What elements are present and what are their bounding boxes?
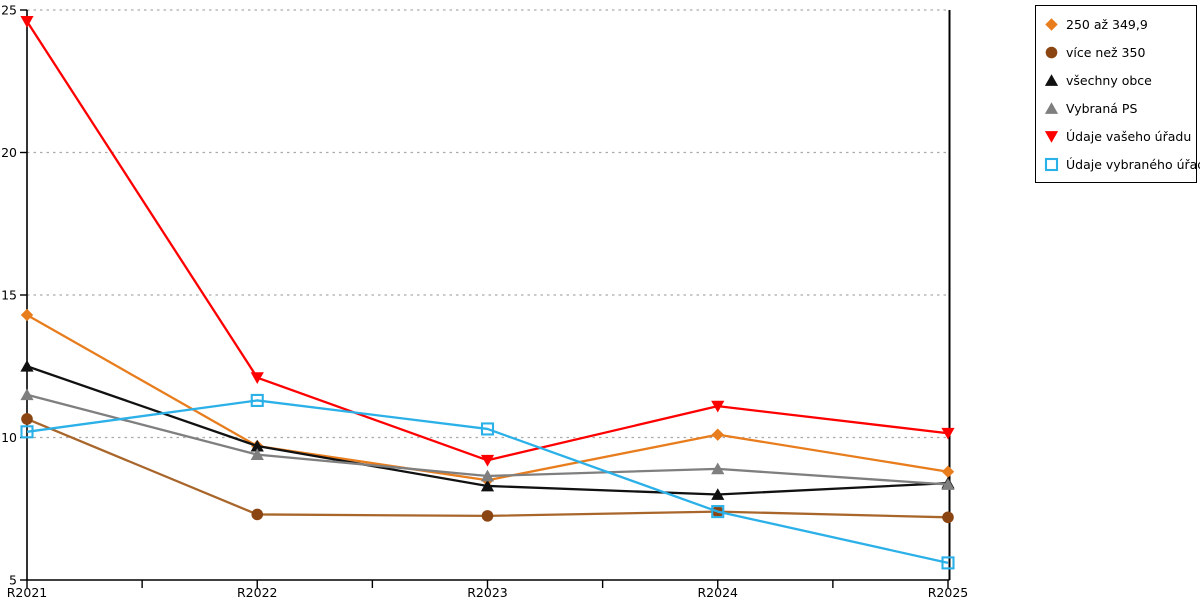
legend-item-udaje-vaseho-uradu: Údaje vašeho úřadu <box>1044 122 1196 150</box>
svg-text:R2022: R2022 <box>237 585 278 600</box>
legend-label: Údaje vybraného úřadu <box>1066 156 1200 172</box>
legend-label: 250 až 349,9 <box>1066 16 1148 32</box>
triangle-up-icon <box>1044 101 1059 116</box>
series--daje-vybran-ho-adu <box>20 393 955 570</box>
series--daje-va-eho-adu <box>20 16 955 467</box>
svg-text:R2025: R2025 <box>928 585 969 600</box>
series-v-echny-obce <box>20 359 955 500</box>
triangle-up-icon <box>1044 73 1059 88</box>
legend-item-vsechny-obce: všechny obce <box>1044 66 1196 94</box>
svg-text:5: 5 <box>9 573 17 588</box>
legend-item-vybrana-ps: Vybraná PS <box>1044 94 1196 122</box>
svg-text:10: 10 <box>1 430 17 445</box>
diamond-icon <box>1044 17 1059 32</box>
circle-icon <box>1044 45 1059 60</box>
svg-text:25: 25 <box>1 3 17 18</box>
legend-label: všechny obce <box>1066 72 1152 88</box>
svg-text:R2023: R2023 <box>467 585 508 600</box>
legend-label: více než 350 <box>1066 44 1146 60</box>
square-outline-icon <box>1044 157 1059 172</box>
legend-item-vice-nez-350: více než 350 <box>1044 38 1196 66</box>
chart-legend: 250 až 349,9 více než 350 všechny obce V… <box>1035 5 1200 183</box>
triangle-down-icon <box>1044 129 1059 144</box>
legend-label: Vybraná PS <box>1066 100 1138 116</box>
svg-text:R2021: R2021 <box>7 585 48 600</box>
svg-text:20: 20 <box>1 145 17 160</box>
svg-text:15: 15 <box>1 288 17 303</box>
series-v-ce-ne-350 <box>21 413 954 524</box>
legend-item-udaje-vybraneho-uradu: Údaje vybraného úřadu <box>1044 150 1200 178</box>
series-vybran-ps <box>20 388 955 490</box>
legend-item-250-az-349-9: 250 až 349,9 <box>1044 10 1196 38</box>
legend-label: Údaje vašeho úřadu <box>1066 128 1192 144</box>
svg-text:R2024: R2024 <box>698 585 739 600</box>
